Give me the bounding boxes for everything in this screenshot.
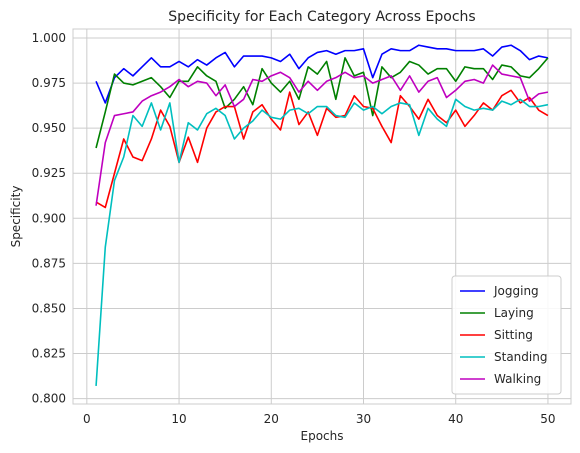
y-tick-label: 0.900 [32,211,66,225]
y-axis-label: Specificity [9,186,23,248]
series-line-jogging [95,44,549,104]
grid-lines [73,29,571,404]
x-tick-label: 40 [448,412,463,426]
x-tick-label: 20 [264,412,279,426]
x-tick-label: 0 [83,412,91,426]
series-lines [95,44,549,387]
y-tick-label: 0.875 [32,256,66,270]
y-tick-label: 0.975 [32,76,66,90]
plot-spines [72,28,572,405]
y-tick-label: 1.000 [32,31,66,45]
series-line-standing [95,98,549,387]
series-line-laying [95,57,549,149]
tick-labels: 0 10 20 30 40 50 0.800 0.825 0.850 0.875 0.900 0.92… [32,31,556,426]
legend-label-standing: Standing [494,350,547,364]
chart-title: Specificity for Each Category Across Epo… [168,9,475,25]
y-tick-label: 0.825 [32,347,66,361]
x-tick-label: 50 [540,412,555,426]
legend-box [451,275,562,395]
legend-label-walking: Walking [494,372,541,386]
y-tick-label: 0.925 [32,166,66,180]
y-tick-label: 0.800 [32,392,66,406]
legend-label-sitting: Sitting [494,328,533,342]
plot-border [72,28,572,405]
x-tick-label: 30 [356,412,371,426]
y-tick-label: 0.850 [32,301,66,315]
legend: Jogging Laying Sitting Standing Walking [451,275,562,395]
x-tick-label: 10 [171,412,186,426]
legend-label-jogging: Jogging [493,284,539,298]
series-line-walking [95,64,549,206]
y-tick-label: 0.950 [32,121,66,135]
x-axis-label: Epochs [301,429,344,443]
legend-label-laying: Laying [494,306,534,320]
series-line-sitting [95,89,549,209]
